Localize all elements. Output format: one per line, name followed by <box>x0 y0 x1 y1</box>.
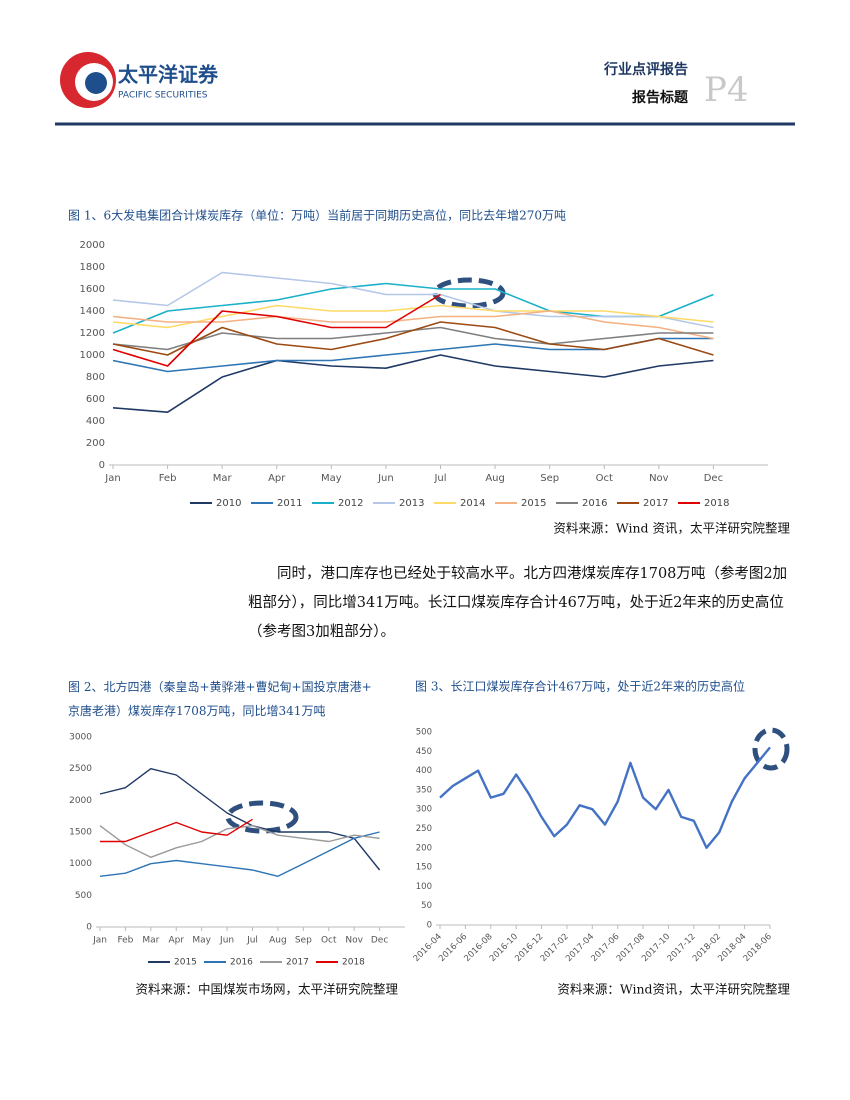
legend-label: 2013 <box>399 498 424 509</box>
legend-label: 2012 <box>338 498 363 509</box>
x-tick-label: Apr <box>168 936 184 946</box>
x-tick-label: Jul <box>433 473 446 484</box>
x-tick-label: Mar <box>142 936 159 946</box>
y-tick-label: 3000 <box>69 733 92 743</box>
series-line <box>100 818 253 843</box>
y-tick-label: 350 <box>416 785 432 795</box>
page-number: P4 <box>704 70 749 110</box>
x-tick-label: Feb <box>117 936 133 946</box>
logo-cn: 太平洋证券 <box>118 63 219 87</box>
figure-source: 资料来源：Wind 资讯，太平洋研究院整理 <box>553 521 790 536</box>
x-tick-label: Aug <box>269 936 287 946</box>
y-tick-label: 2000 <box>80 240 105 251</box>
figure-caption: 图 2、北方四港（秦皇岛+黄骅港+曹妃甸+国投京唐港+京唐老港）煤炭库存1708… <box>68 679 372 718</box>
y-tick-label: 50 <box>421 901 432 911</box>
y-tick-label: 1500 <box>69 828 92 838</box>
series-line <box>112 354 714 413</box>
series-line <box>112 271 714 329</box>
figure-caption: 图 3、长江口煤炭库存合计467万吨，处于近2年来的历史高位 <box>415 679 745 694</box>
series-line <box>112 337 714 373</box>
series-line <box>439 746 771 849</box>
y-tick-label: 1200 <box>80 328 105 339</box>
y-tick-label: 600 <box>86 394 105 405</box>
y-tick-label: 400 <box>416 766 432 776</box>
report-title: 报告标题 <box>632 89 689 106</box>
y-tick-label: 0 <box>427 921 432 931</box>
highlight-ellipse <box>225 800 299 834</box>
x-tick-label: Jan <box>92 936 107 946</box>
figure-caption: 图 1、6大发电集团合计煤炭库存（单位：万吨）当前居于同期历史高位，同比去年增2… <box>68 208 566 223</box>
legend-label: 2018 <box>704 498 729 509</box>
x-tick-label: 2018-06 <box>742 932 774 964</box>
y-tick-label: 0 <box>99 460 105 471</box>
series-line <box>112 310 714 340</box>
series-line <box>112 304 714 329</box>
highlight-ellipse <box>752 727 790 771</box>
logo: 太平洋证券 PACIFIC SECURITIES <box>60 52 219 108</box>
y-tick-label: 100 <box>416 882 432 892</box>
y-tick-label: 200 <box>86 438 105 449</box>
series-line <box>99 768 381 871</box>
y-tick-label: 500 <box>416 728 432 738</box>
x-tick-label: May <box>321 473 342 484</box>
logo-core <box>85 72 107 94</box>
legend-label: 2016 <box>230 958 253 968</box>
series-line <box>112 293 441 367</box>
figure-source: 资料来源：中国煤炭市场网，太平洋研究院整理 <box>135 982 398 997</box>
legend-label: 2017 <box>643 498 668 509</box>
logo-en: PACIFIC SECURITIES <box>118 91 208 101</box>
x-tick-label: Nov <box>345 936 363 946</box>
y-tick-label: 500 <box>75 891 92 901</box>
highlight-ellipse <box>432 277 506 309</box>
series-line <box>99 831 380 877</box>
x-tick-label: Jan <box>104 473 120 484</box>
body-paragraph: 同时，港口库存也已经处于较高水平。北方四港煤炭库存1708万吨（参考图2加粗部分… <box>248 566 788 640</box>
y-tick-label: 150 <box>416 863 432 873</box>
x-tick-label: Sep <box>540 473 559 484</box>
x-tick-label: Feb <box>159 473 177 484</box>
y-tick-label: 450 <box>416 747 432 757</box>
x-tick-label: Jun <box>219 936 234 946</box>
y-tick-label: 2000 <box>69 796 92 806</box>
legend-label: 2018 <box>342 958 365 968</box>
legend-label: 2015 <box>174 958 197 968</box>
series-line <box>99 825 380 858</box>
y-tick-label: 1600 <box>80 284 105 295</box>
y-tick-label: 1800 <box>80 262 105 273</box>
report-type: 行业点评报告 <box>603 61 688 78</box>
x-tick-label: Jun <box>377 473 394 484</box>
x-tick-label: May <box>192 936 211 946</box>
x-tick-label: Aug <box>485 473 505 484</box>
y-tick-label: 1000 <box>80 350 105 361</box>
y-tick-label: 400 <box>86 416 105 427</box>
y-tick-label: 2500 <box>69 764 92 774</box>
figure-source: 资料来源：Wind资讯，太平洋研究院整理 <box>557 982 790 997</box>
legend-label: 2016 <box>582 498 607 509</box>
x-tick-label: Apr <box>268 473 286 484</box>
x-tick-label: Mar <box>213 473 233 484</box>
legend-label: 2010 <box>216 498 241 509</box>
x-tick-label: Dec <box>371 936 388 946</box>
x-tick-label: Nov <box>649 473 669 484</box>
y-tick-label: 1000 <box>69 859 92 869</box>
x-tick-label: Sep <box>295 936 312 946</box>
x-tick-label: Oct <box>596 473 613 484</box>
y-tick-label: 300 <box>416 805 432 815</box>
legend-label: 2015 <box>521 498 546 509</box>
x-tick-label: Dec <box>704 473 723 484</box>
y-tick-label: 0 <box>86 923 92 933</box>
y-tick-label: 200 <box>416 843 432 853</box>
legend-label: 2017 <box>286 958 309 968</box>
y-tick-label: 1400 <box>80 306 105 317</box>
x-tick-label: Jul <box>246 936 258 946</box>
x-tick-label: Oct <box>321 936 337 946</box>
y-tick-label: 800 <box>86 372 105 383</box>
y-tick-label: 250 <box>416 824 432 834</box>
series-line <box>112 321 714 356</box>
legend-label: 2014 <box>460 498 485 509</box>
legend-label: 2011 <box>277 498 302 509</box>
